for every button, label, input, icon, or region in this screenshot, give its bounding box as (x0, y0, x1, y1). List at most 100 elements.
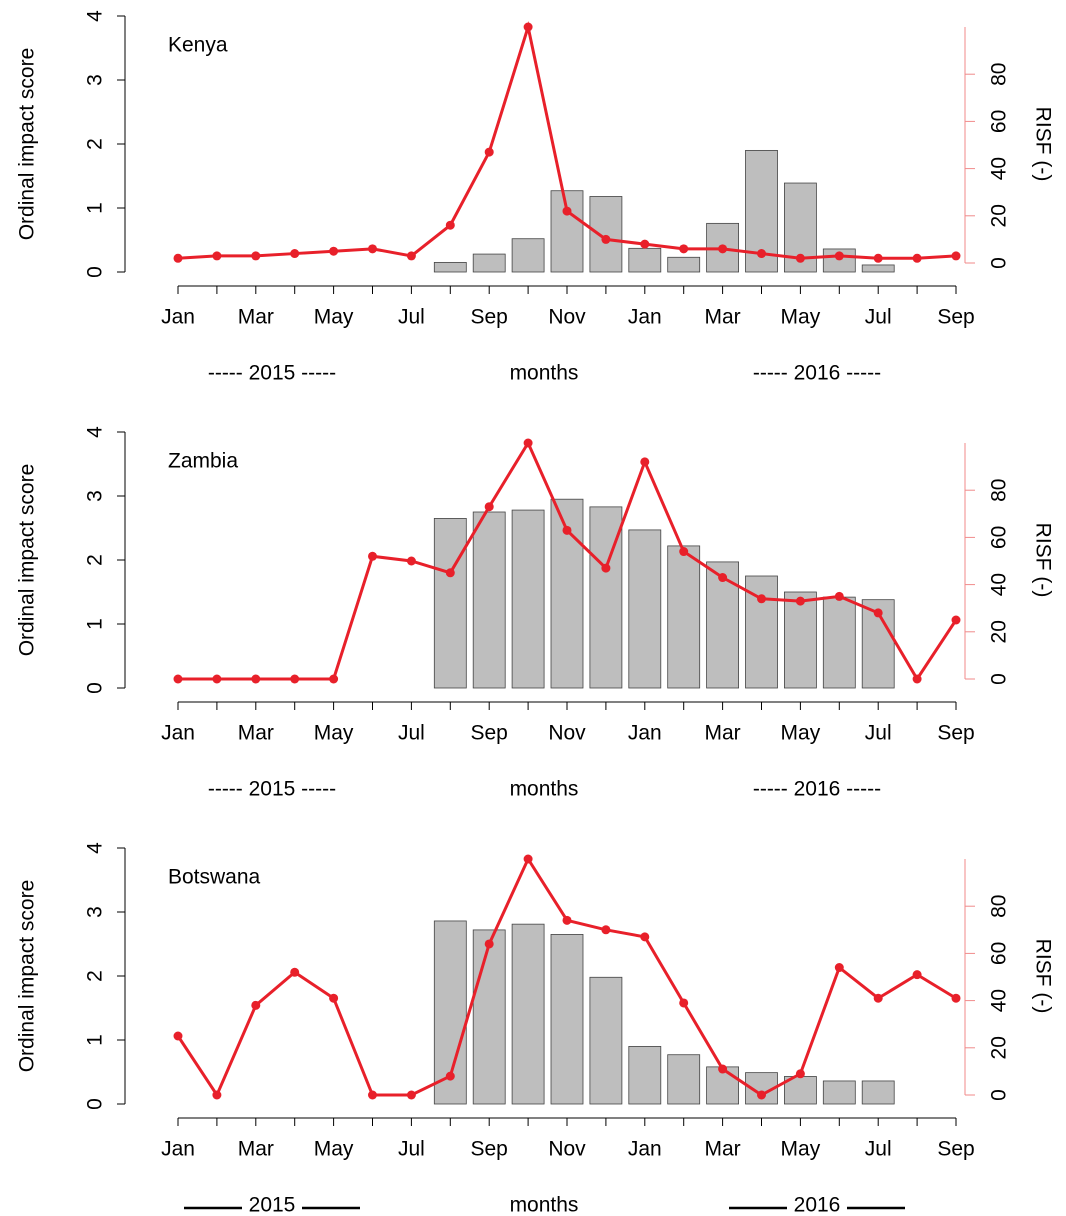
panel: 0 1 2 3 4 Ordinal impact score 0 20 40 60 80 RISF (… (16, 10, 1055, 385)
y2-tick-label: 60 (988, 942, 1011, 965)
point (951, 993, 961, 1003)
x-tick-label: Jul (865, 722, 892, 745)
y-tick-label: 0 (84, 1098, 107, 1110)
point (679, 547, 689, 557)
year-label: 2016 (794, 1194, 841, 1216)
x-tick-label: Sep (471, 306, 508, 329)
y2-tick-label: 60 (988, 110, 1011, 133)
point (251, 674, 261, 684)
point (718, 1064, 728, 1074)
point (212, 251, 222, 261)
year-label: ----- 2016 ----- (753, 362, 881, 385)
bar (784, 591, 817, 689)
point (873, 253, 883, 263)
point (484, 939, 494, 949)
x-tick-label: Mar (238, 1138, 274, 1161)
x-tick-label: Jul (865, 1138, 892, 1161)
bar (628, 1046, 662, 1105)
panel: 0 1 2 3 4 Ordinal impact score 0 20 40 60 80 RISF (… (16, 842, 1055, 1216)
point (757, 1090, 766, 1100)
point (912, 674, 922, 684)
y-tick-label: 1 (84, 618, 107, 630)
point (290, 967, 300, 977)
point (406, 251, 416, 261)
x-tick-label: Jan (628, 722, 662, 745)
point (445, 1071, 455, 1081)
bar (511, 509, 545, 689)
bar (550, 934, 584, 1105)
point (329, 246, 339, 256)
point (640, 932, 650, 942)
y-tick-label: 1 (84, 1034, 107, 1046)
y2-tick-label: 80 (988, 63, 1011, 86)
y2-tick-label: 40 (988, 573, 1011, 596)
point (757, 594, 766, 604)
point (484, 147, 494, 157)
x-tick-label: Jan (161, 1138, 195, 1161)
point (640, 457, 650, 467)
point (951, 251, 961, 261)
panel-title: Zambia (168, 450, 238, 473)
y-tick-label: 4 (84, 842, 107, 854)
point (562, 915, 572, 925)
x-axis-label: months (510, 1194, 579, 1216)
point (834, 591, 844, 601)
point (834, 963, 844, 973)
x-tick-label: Jan (628, 1138, 662, 1161)
y-tick-label: 2 (84, 554, 107, 566)
point (562, 525, 572, 535)
bar (472, 929, 506, 1105)
bar (589, 196, 623, 273)
point (523, 854, 533, 864)
x-tick-label: May (781, 306, 821, 329)
point (795, 253, 805, 263)
bar (667, 1054, 701, 1105)
point (523, 22, 533, 32)
x-tick-label: May (781, 1138, 821, 1161)
panel-title: Botswana (168, 866, 261, 889)
point (795, 596, 805, 606)
y-tick-label: 2 (84, 970, 107, 982)
y2-tick-label: 80 (988, 479, 1011, 502)
x-tick-label: Jul (398, 306, 425, 329)
y2-tick-label: 40 (988, 157, 1011, 180)
point (368, 1090, 377, 1100)
point (873, 993, 883, 1003)
point (445, 568, 455, 578)
bar (628, 247, 662, 273)
y2-tick-label: 0 (988, 257, 1011, 269)
panel-title: Kenya (168, 34, 228, 57)
y-tick-label: 2 (84, 138, 107, 150)
x-tick-label: Jan (161, 306, 195, 329)
point (173, 253, 183, 263)
year-label: ----- 2016 ----- (753, 778, 881, 801)
y2-tick-label: 0 (988, 673, 1011, 685)
bar (822, 596, 856, 689)
bar (589, 976, 623, 1105)
x-tick-label: Nov (548, 1138, 586, 1161)
bar (511, 238, 545, 273)
point (523, 438, 533, 448)
point (912, 970, 922, 980)
point (173, 1031, 183, 1041)
x-tick-label: Sep (937, 722, 974, 745)
bar (433, 261, 467, 273)
point (329, 674, 339, 684)
x-tick-label: Mar (238, 306, 274, 329)
point (834, 251, 844, 261)
x-tick-label: Jul (398, 722, 425, 745)
point (445, 220, 455, 230)
point (562, 206, 572, 216)
bar (433, 920, 467, 1105)
y-axis-label: Ordinal impact score (16, 464, 39, 657)
point (912, 253, 922, 263)
bar (667, 256, 701, 273)
year-label: 2015 (249, 1194, 296, 1216)
x-tick-label: Sep (937, 1138, 974, 1161)
y2-tick-label: 0 (988, 1089, 1011, 1101)
y2-axis-label: RISF (-) (1031, 107, 1054, 182)
y2-tick-label: 60 (988, 526, 1011, 549)
y-tick-label: 0 (84, 682, 107, 694)
point (251, 1000, 261, 1010)
